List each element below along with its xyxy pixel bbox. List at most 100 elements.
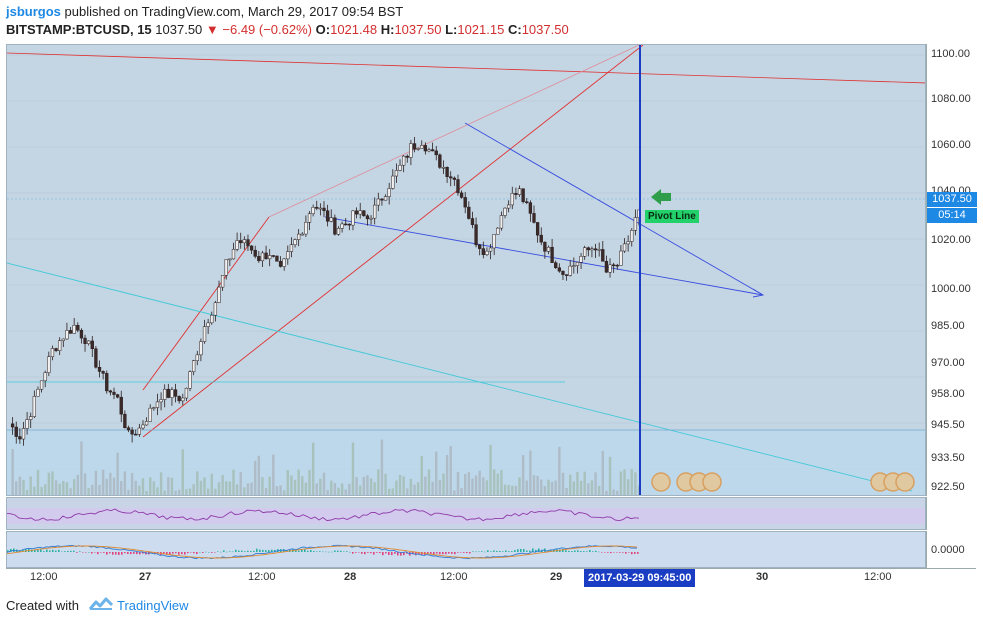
price-tick: 958.00 bbox=[931, 388, 965, 400]
macd-histogram-bar bbox=[25, 548, 27, 552]
candle bbox=[449, 176, 453, 179]
candle bbox=[619, 250, 623, 266]
candle bbox=[293, 239, 297, 246]
candle bbox=[126, 427, 131, 431]
volume-bar bbox=[279, 485, 282, 495]
macd-histogram-bar bbox=[262, 549, 264, 552]
candle bbox=[300, 233, 304, 236]
candle bbox=[322, 207, 326, 211]
volume-bar bbox=[337, 487, 340, 495]
tradingview-logo-icon[interactable] bbox=[88, 596, 114, 612]
macd-histogram-bar bbox=[49, 550, 51, 552]
volume-bar bbox=[550, 481, 554, 495]
candle bbox=[626, 241, 630, 245]
macd-histogram-bar bbox=[358, 552, 360, 553]
candle bbox=[192, 360, 196, 372]
candle bbox=[94, 348, 98, 368]
volume-bar bbox=[254, 460, 257, 495]
macd-histogram-bar bbox=[568, 550, 570, 552]
macd-histogram-bar bbox=[19, 550, 21, 552]
macd-histogram-bar bbox=[397, 552, 399, 556]
macd-histogram-bar bbox=[298, 550, 300, 552]
candle bbox=[387, 188, 391, 197]
macd-histogram-bar bbox=[190, 552, 192, 553]
candle bbox=[213, 302, 218, 316]
candle bbox=[351, 210, 355, 226]
volume-bar bbox=[485, 480, 489, 495]
us-flag-icon[interactable] bbox=[895, 472, 915, 492]
macd-histogram-bar bbox=[10, 548, 12, 552]
volume-bar bbox=[572, 481, 576, 495]
volume-bar bbox=[116, 452, 119, 495]
macd-histogram-bar bbox=[79, 551, 81, 552]
volume-bar bbox=[159, 472, 163, 495]
macd-histogram-bar bbox=[406, 552, 408, 554]
username-link[interactable]: jsburgos bbox=[6, 4, 61, 19]
macd-histogram-bar bbox=[448, 552, 450, 554]
macd-histogram-bar bbox=[604, 552, 606, 553]
chart-header: jsburgos published on TradingView.com, M… bbox=[0, 0, 983, 44]
volume-bar bbox=[214, 488, 217, 495]
candle bbox=[325, 210, 330, 222]
candle bbox=[630, 230, 634, 242]
volume-bar bbox=[232, 469, 235, 495]
tradingview-brand-link[interactable]: TradingView bbox=[117, 598, 189, 613]
candle bbox=[239, 240, 243, 244]
candle bbox=[543, 241, 547, 252]
candle bbox=[242, 239, 246, 244]
volume-bar bbox=[76, 474, 79, 495]
volume-bar bbox=[11, 449, 14, 495]
candle bbox=[307, 213, 312, 223]
volume-bar bbox=[387, 488, 391, 495]
macd-histogram-bar bbox=[613, 552, 615, 553]
price-change: ▼ −6.49 (−0.62%) bbox=[205, 22, 313, 37]
volume-bar bbox=[424, 476, 427, 495]
volume-bar bbox=[330, 480, 333, 495]
created-with-text: Created with bbox=[6, 598, 79, 613]
macd-histogram-bar bbox=[472, 551, 474, 552]
candle bbox=[58, 340, 62, 351]
volume-bar bbox=[359, 485, 362, 495]
candle bbox=[148, 407, 152, 422]
volume-bar bbox=[275, 486, 279, 495]
candle bbox=[499, 215, 504, 229]
volume-bar bbox=[525, 480, 528, 495]
volume-bar bbox=[105, 478, 108, 495]
volume-bar bbox=[127, 489, 130, 495]
macd-histogram-bar bbox=[520, 548, 522, 552]
macd-histogram-bar bbox=[61, 551, 63, 553]
rsi-pane[interactable] bbox=[6, 497, 926, 530]
volume-bar bbox=[33, 486, 36, 495]
macd-histogram-bar bbox=[382, 552, 384, 556]
volume-bar bbox=[496, 473, 499, 495]
macd-histogram-bar bbox=[577, 550, 579, 552]
macd-histogram-bar bbox=[73, 550, 75, 552]
volume-bar bbox=[449, 446, 452, 495]
candle bbox=[163, 388, 167, 400]
volume-bar bbox=[630, 469, 633, 495]
macd-histogram-bar bbox=[238, 550, 240, 552]
volume-bar bbox=[163, 490, 166, 495]
macd-pane[interactable] bbox=[6, 531, 926, 568]
candle bbox=[65, 330, 69, 340]
candle bbox=[409, 143, 413, 158]
candle bbox=[144, 421, 149, 426]
macd-histogram-bar bbox=[634, 552, 636, 554]
time-axis[interactable]: 12:00 27 12:00 28 12:00 29 30 12:00 2017… bbox=[6, 568, 976, 587]
us-flag-icon[interactable] bbox=[651, 472, 671, 492]
macd-histogram-bar bbox=[421, 552, 423, 555]
price-chart-pane[interactable] bbox=[6, 44, 926, 496]
us-flag-icon[interactable] bbox=[702, 472, 722, 492]
macd-histogram-bar bbox=[133, 552, 135, 554]
macd-histogram-bar bbox=[256, 548, 258, 552]
macd-histogram-bar bbox=[607, 552, 609, 553]
macd-histogram-bar bbox=[271, 549, 273, 552]
macd-histogram-bar bbox=[325, 551, 327, 553]
price-tick: 922.50 bbox=[931, 481, 965, 493]
pivot-line-label[interactable]: Pivot Line bbox=[645, 210, 699, 223]
candle bbox=[369, 217, 373, 220]
candle bbox=[380, 198, 384, 201]
price-axis[interactable]: 1100.00 1080.00 1060.00 1040.00 1020.00 … bbox=[926, 44, 977, 496]
candle bbox=[115, 394, 120, 398]
macd-histogram-bar bbox=[43, 551, 45, 552]
